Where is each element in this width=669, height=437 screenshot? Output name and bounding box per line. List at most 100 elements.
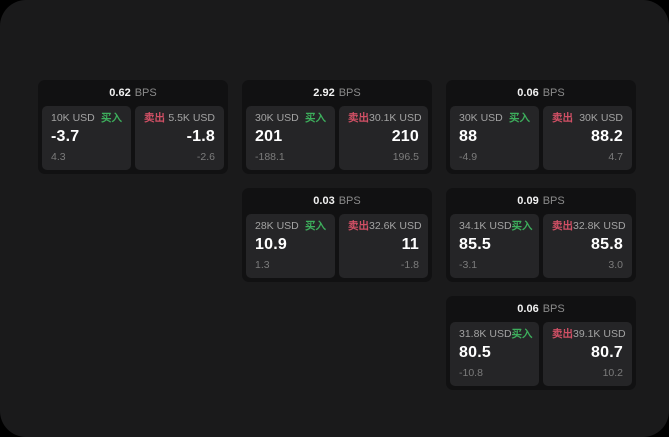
buy-panel-top: 31.8K USD 买入 [459,328,533,341]
bps-unit-label: BPS [338,194,361,207]
buy-panel-top: 10K USD 买入 [51,112,122,125]
bps-value: 2.92 [313,86,335,99]
sell-delta: -2.6 [196,151,215,164]
buy-delta: -4.9 [459,151,478,164]
sell-price: 11 [401,235,419,253]
buy-panel-top: 30K USD 买入 [459,112,530,125]
sell-amount: 5.5K USD [168,112,215,124]
sell-panel[interactable]: 卖出 30.1K USD 210 196.5 [339,106,428,170]
sell-label: 卖出 [552,112,573,124]
sell-amount: 32.8K USD [573,220,626,232]
sell-price: 210 [391,127,419,145]
sell-panel-top: 卖出 32.8K USD [552,220,626,233]
buy-price: 88 [459,127,478,145]
buy-sell-panels: 10K USD 买入 -3.7 4.3 卖出 5.5K USD -1.8 -2.… [38,106,228,174]
buy-price: 10.9 [255,235,287,253]
buy-price: -3.7 [51,127,80,145]
buy-sell-panels: 31.8K USD 买入 80.5 -10.8 卖出 39.1K USD 80.… [446,322,636,390]
card-header: 2.92 BPS [242,80,432,106]
sell-label: 卖出 [348,112,369,124]
sell-label: 卖出 [552,220,573,232]
sell-price: 80.7 [591,343,623,361]
bps-value: 0.03 [313,194,335,207]
sell-panel[interactable]: 卖出 5.5K USD -1.8 -2.6 [135,106,224,170]
sell-delta: -1.8 [400,259,419,272]
buy-label: 买入 [509,112,530,124]
buy-sell-panels: 34.1K USD 买入 85.5 -3.1 卖出 32.8K USD 85.8… [446,214,636,282]
buy-panel[interactable]: 30K USD 买入 201 -188.1 [246,106,335,170]
buy-sell-panels: 30K USD 买入 201 -188.1 卖出 30.1K USD 210 1… [242,106,432,174]
sell-price: -1.8 [186,127,215,145]
bps-value: 0.09 [517,194,539,207]
sell-panel-top: 卖出 32.6K USD [348,220,422,233]
buy-price: 80.5 [459,343,491,361]
sell-panel[interactable]: 卖出 39.1K USD 80.7 10.2 [543,322,632,386]
quote-cards-grid: 0.62 BPS 10K USD 买入 -3.7 4.3 卖出 5.5K USD… [38,80,636,390]
bps-unit-label: BPS [542,194,565,207]
buy-delta: -188.1 [255,151,285,164]
bps-unit-label: BPS [542,302,565,315]
buy-panel-top: 28K USD 买入 [255,220,326,233]
sell-panel-top: 卖出 5.5K USD [144,112,215,125]
sell-label: 卖出 [348,220,369,232]
card-header: 0.06 BPS [446,296,636,322]
sell-panel[interactable]: 卖出 30K USD 88.2 4.7 [543,106,632,170]
quote-card: 2.92 BPS 30K USD 买入 201 -188.1 卖出 30.1K … [242,80,432,174]
sell-panel-top: 卖出 30K USD [552,112,623,125]
quote-card: 0.09 BPS 34.1K USD 买入 85.5 -3.1 卖出 32.8K… [446,188,636,282]
buy-label: 买入 [511,220,533,232]
buy-amount: 31.8K USD [459,328,512,340]
card-header: 0.09 BPS [446,188,636,214]
card-header: 0.03 BPS [242,188,432,214]
sell-panel[interactable]: 卖出 32.8K USD 85.8 3.0 [543,214,632,278]
bps-unit-label: BPS [338,86,361,99]
quote-card: 0.62 BPS 10K USD 买入 -3.7 4.3 卖出 5.5K USD… [38,80,228,174]
bps-unit-label: BPS [134,86,157,99]
buy-sell-panels: 30K USD 买入 88 -4.9 卖出 30K USD 88.2 4.7 [446,106,636,174]
buy-panel[interactable]: 10K USD 买入 -3.7 4.3 [42,106,131,170]
buy-amount: 28K USD [255,220,299,232]
buy-panel[interactable]: 34.1K USD 买入 85.5 -3.1 [450,214,539,278]
buy-label: 买入 [511,328,533,340]
buy-amount: 10K USD [51,112,95,124]
bps-value: 0.06 [517,86,539,99]
buy-amount: 34.1K USD [459,220,512,232]
sell-label: 卖出 [552,328,573,340]
buy-panel[interactable]: 30K USD 买入 88 -4.9 [450,106,539,170]
quote-card: 0.06 BPS 30K USD 买入 88 -4.9 卖出 30K USD 8… [446,80,636,174]
buy-panel[interactable]: 28K USD 买入 10.9 1.3 [246,214,335,278]
sell-delta: 10.2 [602,367,623,380]
sell-delta: 4.7 [608,151,623,164]
sell-panel-top: 卖出 30.1K USD [348,112,422,125]
buy-price: 201 [255,127,283,145]
buy-panel-top: 30K USD 买入 [255,112,326,125]
buy-amount: 30K USD [255,112,299,124]
sell-amount: 32.6K USD [369,220,422,232]
buy-sell-panels: 28K USD 买入 10.9 1.3 卖出 32.6K USD 11 -1.8 [242,214,432,282]
buy-amount: 30K USD [459,112,503,124]
buy-delta: -10.8 [459,367,483,380]
buy-delta: 4.3 [51,151,66,164]
bps-unit-label: BPS [542,86,565,99]
sell-amount: 30.1K USD [369,112,422,124]
sell-panel[interactable]: 卖出 32.6K USD 11 -1.8 [339,214,428,278]
sell-amount: 30K USD [579,112,623,124]
sell-price: 85.8 [591,235,623,253]
buy-label: 买入 [305,112,326,124]
sell-amount: 39.1K USD [573,328,626,340]
sell-label: 卖出 [144,112,165,124]
sell-panel-top: 卖出 39.1K USD [552,328,626,341]
buy-label: 买入 [101,112,122,124]
card-header: 0.62 BPS [38,80,228,106]
buy-delta: -3.1 [459,259,478,272]
buy-panel[interactable]: 31.8K USD 买入 80.5 -10.8 [450,322,539,386]
buy-panel-top: 34.1K USD 买入 [459,220,533,233]
buy-label: 买入 [305,220,326,232]
bps-value: 0.06 [517,302,539,315]
sell-delta: 3.0 [608,259,623,272]
card-header: 0.06 BPS [446,80,636,106]
sell-delta: 196.5 [392,151,419,164]
quote-card: 0.06 BPS 31.8K USD 买入 80.5 -10.8 卖出 39.1… [446,296,636,390]
